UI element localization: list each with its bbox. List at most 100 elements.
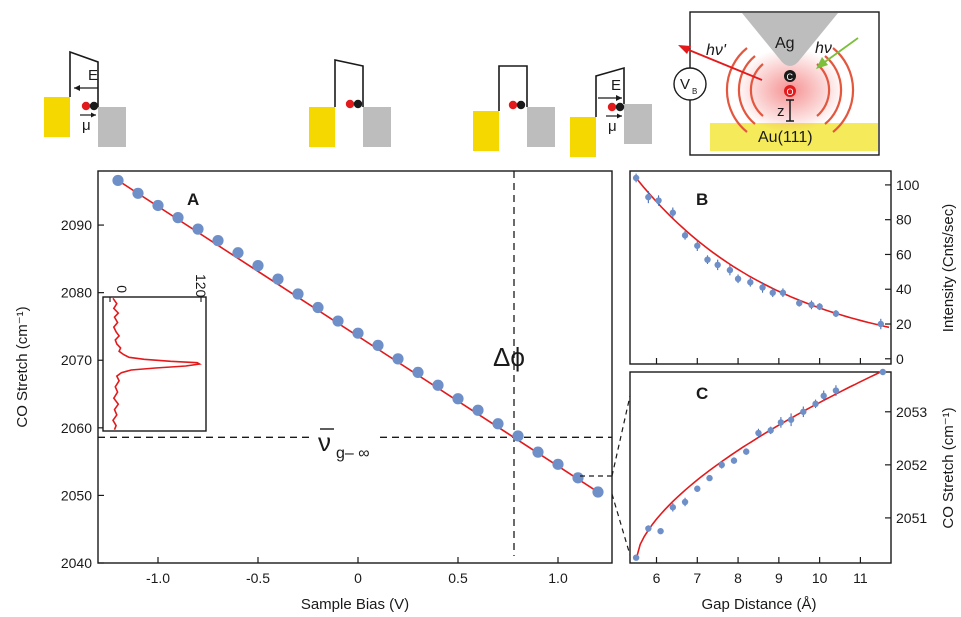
inset-axis-start: 0 <box>114 285 130 293</box>
nu-subscript: g– ∞ <box>336 445 370 462</box>
tunnel-barrier <box>498 65 528 111</box>
ag-tip <box>742 13 838 66</box>
field-label: E <box>611 77 621 94</box>
y-tick-label-a: 2040 <box>61 555 92 571</box>
data-point-c <box>832 387 840 394</box>
x-tick-label-a: 1.0 <box>548 570 568 586</box>
tunnel-barrier <box>334 59 364 107</box>
data-point-a <box>292 288 304 300</box>
zoom-connector <box>580 395 631 556</box>
panel-c-points <box>632 368 887 561</box>
data-point-c <box>800 408 807 415</box>
bias-label: V <box>680 76 690 93</box>
panel-a-guides <box>98 171 612 556</box>
incident-photon-arrow <box>821 37 859 65</box>
data-point-b <box>816 303 823 310</box>
panel-b-frame <box>629 170 892 365</box>
data-point-b <box>726 266 734 274</box>
data-point-a <box>452 393 464 405</box>
c-atom <box>353 99 363 109</box>
bias-label-sub: B <box>692 87 697 96</box>
stm-junction-schematic: Au(111) Ag C O z hν' hν V B <box>673 11 880 156</box>
y-tick-label-c: 2052 <box>896 457 927 473</box>
data-point-c <box>820 392 827 400</box>
tip-electrode <box>570 117 596 157</box>
data-point-a <box>352 327 364 339</box>
data-point-b <box>655 197 662 204</box>
data-point-b <box>734 275 742 283</box>
data-point-a <box>332 315 344 327</box>
x-axis-label-c: Gap Distance (Å) <box>701 596 816 613</box>
dipole-arrowhead <box>617 113 622 119</box>
o-atom <box>345 99 355 109</box>
data-point-b <box>714 261 721 269</box>
energy-diagram-3 <box>473 65 555 151</box>
o-atom <box>508 100 518 110</box>
panel-a-label: A <box>187 190 199 209</box>
energy-diagram-2 <box>309 59 391 147</box>
x-tick-label-a: 0.5 <box>448 570 468 586</box>
tunnel-barrier <box>595 66 625 117</box>
energy-diagram-4: E μ <box>570 66 652 157</box>
panel-b-label: B <box>696 190 708 209</box>
x-tick-label-c: 8 <box>734 570 742 586</box>
bias-source <box>673 67 707 101</box>
x-tick-label-c: 11 <box>853 570 868 586</box>
data-point-a <box>312 301 324 314</box>
data-point-b <box>747 279 754 286</box>
data-point-c <box>743 448 750 455</box>
emitted-photon-arrow <box>683 47 763 81</box>
sample-electrode <box>624 104 652 144</box>
nu-label: ν <box>318 427 331 457</box>
data-point-a <box>532 446 544 458</box>
x-tick-label-a: 0 <box>354 570 362 586</box>
data-point-b <box>808 301 815 309</box>
data-point-b <box>632 174 640 182</box>
y-tick-label-c: 2051 <box>896 510 927 526</box>
data-point-a <box>112 174 124 187</box>
y-tick-label-b: 80 <box>896 212 912 228</box>
c-atom <box>615 102 625 112</box>
data-point-c <box>681 498 689 506</box>
x-tick-label-c: 9 <box>775 570 783 586</box>
gap-label: z <box>777 103 785 120</box>
au-label: Au(111) <box>758 129 813 146</box>
data-point-c <box>645 525 652 532</box>
data-point-b <box>779 289 787 296</box>
dipole-arrowhead <box>91 112 96 118</box>
data-point-b <box>704 256 711 263</box>
y-tick-label-c: 2053 <box>896 404 927 420</box>
inset-spectrum: 0 120 <box>102 274 209 432</box>
y-tick-label-a: 2050 <box>61 487 92 503</box>
incident-photon-label: hν <box>815 40 832 57</box>
panel-a-ticks: -1.0 -0.5 0 0.5 1.0 2040 2050 2060 2070 2080 2090 <box>61 217 568 586</box>
data-point-b <box>759 284 766 291</box>
x-axis-label-a: Sample Bias (V) <box>301 596 409 613</box>
y-axis-label-b: Intensity (Cnts/sec) <box>940 204 957 332</box>
tip-electrode <box>473 111 499 151</box>
data-point-a <box>512 430 524 442</box>
panel-a-frame <box>97 170 613 564</box>
data-point-b <box>669 209 677 216</box>
ag-label: Ag <box>775 35 795 52</box>
y-tick-label-b: 60 <box>896 246 912 262</box>
data-point-c <box>657 527 664 535</box>
panel-a: A -1.0 -0.5 0 0.5 1.0 2040 2050 2060 2070 2080 209… <box>14 170 613 613</box>
panel-b: B 0 20 40 60 80 100 Intensity (Cnts/sec) <box>629 170 957 367</box>
data-point-a <box>492 418 504 430</box>
data-point-c <box>879 368 887 376</box>
panel-b-points <box>632 173 885 330</box>
data-point-b <box>832 310 840 317</box>
x-tick-label-c: 7 <box>693 570 701 586</box>
o-atom <box>81 101 91 111</box>
data-point-a <box>272 273 284 285</box>
data-point-c <box>777 419 785 426</box>
c-atom-label: C <box>787 72 794 82</box>
y-tick-label-b: 40 <box>896 281 912 297</box>
field-label: E <box>88 67 98 84</box>
panel-c-frame <box>629 371 892 564</box>
y-axis-label-a: CO Stretch (cm⁻¹) <box>14 306 31 427</box>
data-point-a <box>592 486 604 498</box>
o-atom <box>784 85 796 97</box>
